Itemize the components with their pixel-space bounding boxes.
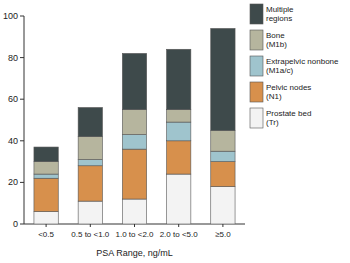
x-tick-label: 2.0 to <5.0: [160, 230, 199, 239]
legend-label: Prostate bed(Tr): [266, 109, 311, 127]
legend-label: Pelvic nodes(N1): [266, 83, 311, 101]
y-tick: [20, 182, 24, 183]
bar-segment: [167, 49, 191, 109]
bar-segment: [78, 201, 102, 224]
bar-segment: [122, 199, 146, 224]
bar-segment: [122, 53, 146, 109]
bar-segment: [122, 149, 146, 199]
legend-label-line: Bone: [266, 31, 285, 40]
legend-label: Bone(M1b): [266, 31, 287, 49]
legend-label-line: Pelvic nodes: [266, 83, 311, 92]
legend-swatch: [250, 4, 263, 24]
bar-segment: [211, 162, 235, 187]
bar-segment: [34, 178, 58, 211]
legend-label: Multipleregions: [266, 5, 294, 23]
legend-label-line: (Tr): [266, 118, 279, 127]
y-tick: [20, 16, 24, 17]
legend-label-line: regions: [266, 14, 292, 23]
chart: 0 20 40 60 80 100 <0.5 0.5 to <1.0 1.0 to <2.0 2.…: [0, 0, 350, 263]
y-tick-label: 20: [8, 177, 18, 187]
legend-swatch: [250, 56, 263, 76]
bar-segment: [34, 174, 58, 178]
y-tick-label: 40: [8, 136, 18, 146]
y-tick: [20, 57, 24, 58]
legend-label-line: (M1b): [266, 40, 287, 49]
bar-segment: [34, 212, 58, 224]
y-axis: [24, 16, 25, 224]
legend-label-line: Extrapelvic nonbone: [266, 57, 339, 66]
bar-segment: [211, 151, 235, 161]
x-tick-label: <0.5: [38, 230, 54, 239]
legend-swatch: [250, 82, 263, 102]
bar-segment: [211, 187, 235, 224]
bars: [34, 28, 235, 224]
legend-swatch: [250, 108, 263, 128]
x-tick: [222, 224, 223, 227]
bar-segment: [34, 147, 58, 162]
bar-segment: [122, 110, 146, 135]
legend-label-line: Multiple: [266, 5, 294, 14]
bar-segment: [78, 166, 102, 201]
x-tick-label: ≥5.0: [215, 230, 231, 239]
legend-swatch: [250, 30, 263, 50]
x-axis-label: PSA Range, ng/mL: [96, 248, 173, 258]
bar-segment: [78, 137, 102, 160]
x-tick: [46, 224, 47, 227]
x-tick-label: 1.0 to <2.0: [115, 230, 154, 239]
bar-segment: [78, 108, 102, 137]
x-tick: [178, 224, 179, 227]
legend-label: Extrapelvic nonbone(M1a/c): [266, 57, 339, 75]
bar-segment: [211, 28, 235, 130]
y-tick: [20, 99, 24, 100]
bar-segment: [211, 130, 235, 151]
y-tick: [20, 140, 24, 141]
bar-segment: [34, 162, 58, 174]
x-tick: [134, 224, 135, 227]
y-tick: [20, 224, 24, 225]
bar-segment: [167, 174, 191, 224]
y-tick-label: 100: [3, 11, 18, 21]
y-tick-label: 0: [13, 219, 18, 229]
y-tick-label: 60: [8, 94, 18, 104]
y-tick-label: 80: [8, 53, 18, 63]
x-tick: [90, 224, 91, 227]
bar-segment: [167, 141, 191, 174]
bar-segment: [167, 110, 191, 122]
legend-label-line: Prostate bed: [266, 109, 311, 118]
bar-segment: [167, 122, 191, 141]
legend-label-line: (N1): [266, 92, 282, 101]
legend-label-line: (M1a/c): [266, 66, 293, 75]
bar-segment: [122, 135, 146, 150]
bar-segment: [78, 160, 102, 166]
x-tick-label: 0.5 to <1.0: [71, 230, 110, 239]
